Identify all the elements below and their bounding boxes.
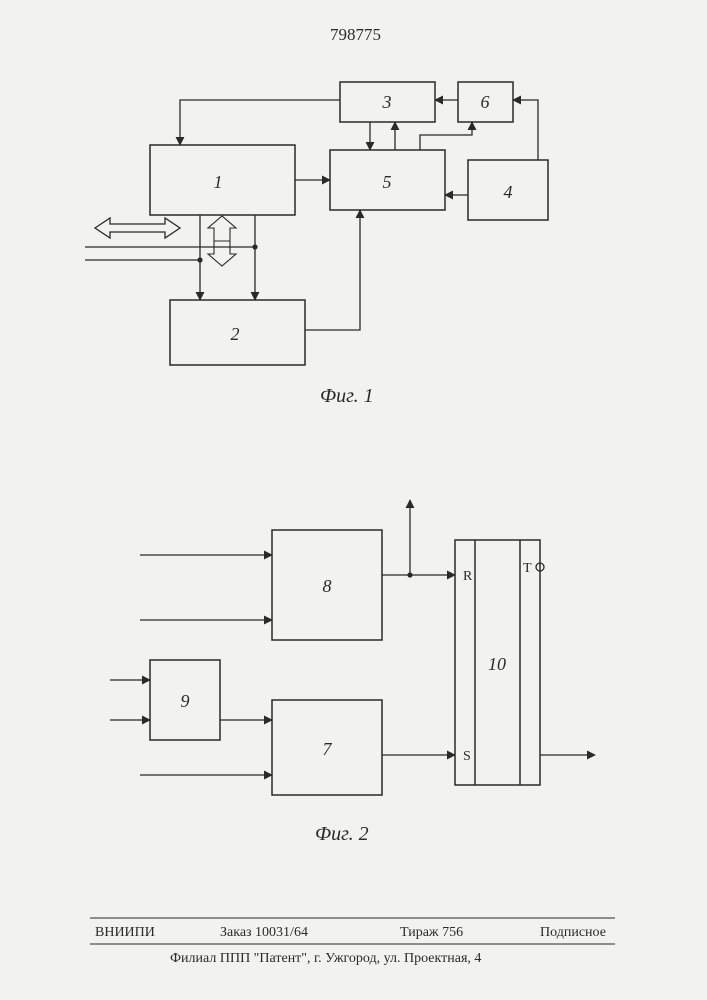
block-1 (150, 145, 295, 215)
block-2-label: 2 (231, 324, 240, 344)
double-arrow-icon (95, 216, 236, 266)
pin-S: S (463, 749, 471, 764)
pin-T: T (523, 561, 532, 576)
block-10-label: 10 (488, 654, 506, 674)
block-7-label: 7 (323, 739, 333, 759)
block-3-label: 3 (382, 92, 392, 112)
footer-sub: Подписное (540, 925, 606, 940)
block-6-label: 6 (481, 92, 490, 112)
block-8-label: 8 (323, 576, 332, 596)
fig1-caption: Фиг. 1 (320, 385, 374, 407)
page: 798775 1 2 3 4 5 6 (0, 0, 707, 1000)
page-number: 798775 (330, 25, 381, 44)
wire-3-to-1 (180, 100, 340, 145)
block-5-label: 5 (383, 172, 392, 192)
footer-order: Заказ 10031/64 (220, 925, 308, 940)
pin-R: R (463, 569, 473, 584)
wire-4-to-6 (513, 100, 538, 160)
block-9-label: 9 (181, 691, 190, 711)
footer-line2: Филиал ППП "Патент", г. Ужгород, ул. Про… (170, 951, 481, 966)
fig1: 1 2 3 4 5 6 (85, 82, 548, 407)
block-1-label: 1 (214, 172, 223, 192)
footer-tirazh: Тираж 756 (400, 925, 463, 940)
block-4-label: 4 (504, 182, 513, 202)
footer: ВНИИПИ Заказ 10031/64 Тираж 756 Подписно… (90, 918, 615, 966)
fig2-caption: Фиг. 2 (315, 823, 369, 845)
footer-org: ВНИИПИ (95, 925, 155, 940)
fig2: 8 7 9 10 R S T Фиг. 2 (110, 500, 595, 845)
wire-2-to-5 (305, 210, 360, 330)
wire-5-to-6 (420, 122, 472, 150)
